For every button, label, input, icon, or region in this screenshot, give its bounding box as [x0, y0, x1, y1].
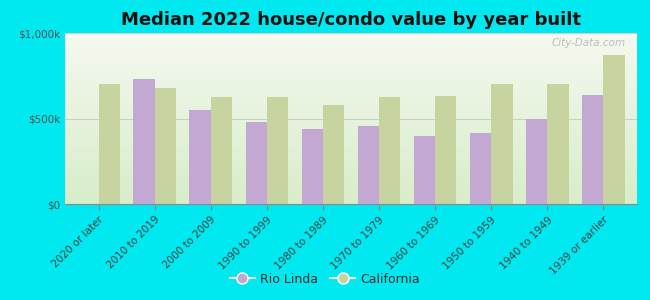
Bar — [133, 79, 155, 204]
Bar — [155, 88, 176, 204]
Bar — [526, 118, 547, 204]
Bar — [246, 122, 267, 204]
Bar — [435, 96, 456, 204]
Text: 2020 or later: 2020 or later — [51, 214, 106, 269]
Bar — [491, 84, 512, 204]
Bar — [603, 55, 625, 204]
Bar — [358, 126, 379, 204]
Text: 2010 to 2019: 2010 to 2019 — [105, 214, 162, 271]
Bar — [267, 97, 288, 204]
Bar — [582, 95, 603, 204]
Text: 1970 to 1979: 1970 to 1979 — [330, 214, 386, 271]
Legend: Rio Linda, California: Rio Linda, California — [225, 268, 425, 291]
Bar — [470, 133, 491, 204]
Text: 1939 or earlier: 1939 or earlier — [549, 214, 610, 277]
Text: 1990 to 1999: 1990 to 1999 — [218, 214, 274, 271]
Text: 1940 to 1949: 1940 to 1949 — [498, 214, 554, 271]
Title: Median 2022 house/condo value by year built: Median 2022 house/condo value by year bu… — [121, 11, 581, 29]
Bar — [99, 84, 120, 204]
Text: 1980 to 1989: 1980 to 1989 — [274, 214, 330, 271]
Bar — [379, 97, 400, 204]
Bar — [547, 84, 569, 204]
Bar — [302, 129, 323, 204]
Bar — [190, 110, 211, 204]
Bar — [211, 97, 232, 204]
Text: 1960 to 1969: 1960 to 1969 — [385, 214, 442, 271]
Bar — [323, 105, 345, 204]
Text: 1950 to 1959: 1950 to 1959 — [442, 214, 499, 271]
Text: 2000 to 2009: 2000 to 2009 — [162, 214, 218, 271]
Bar — [414, 136, 435, 204]
Text: City-Data.com: City-Data.com — [551, 38, 625, 48]
